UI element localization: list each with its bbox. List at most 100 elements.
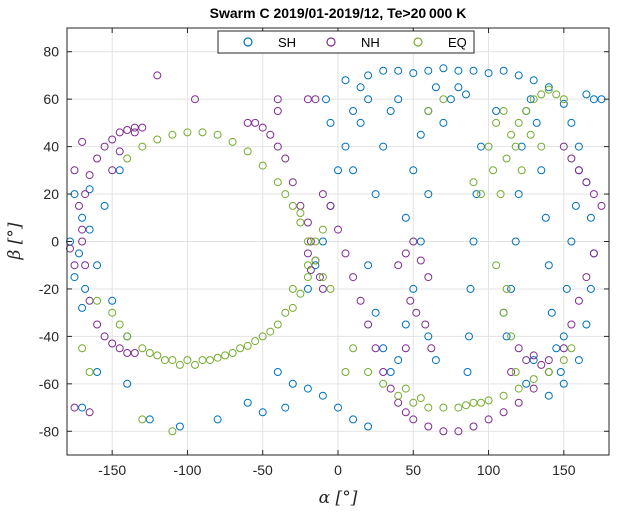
data-point-sh [322,95,330,104]
data-point-eq [454,403,463,412]
data-point-nh [356,296,365,305]
data-point-nh [78,225,87,234]
data-point-sh [562,284,571,293]
data-point-nh [529,384,538,393]
data-point-sh [454,66,463,75]
data-point-eq [206,356,214,365]
data-point-sh [100,201,109,210]
data-point-nh [81,190,90,199]
data-point-sh [507,284,516,293]
data-point-sh [78,303,87,312]
data-point-nh [424,273,433,282]
data-point-sh [544,83,553,92]
data-point-eq [123,332,132,341]
data-point-nh [421,320,430,329]
data-point-eq [409,398,418,407]
data-point-sh [78,213,87,222]
data-point-sh [574,142,583,151]
data-point-sh [469,237,478,246]
data-point-sh [537,166,546,175]
data-point-eq [138,142,147,151]
data-point-eq [511,368,520,376]
data-point-nh [406,296,415,305]
data-point-sh [431,356,440,365]
data-point-eq [529,375,538,384]
data-point-sh [454,83,463,92]
x-tick-label: 150 [552,462,576,478]
data-point-sh [582,320,591,329]
data-point-nh [514,398,523,407]
data-point-sh [465,332,473,341]
data-point-nh [386,384,395,393]
data-point-sh [349,107,358,115]
data-point-eq [477,190,485,199]
y-tick-label: 80 [43,44,59,60]
data-point-nh [108,135,117,144]
x-tick-labels: -150 -100 -50 0 50 100 150 [98,462,576,478]
data-point-sh [303,284,312,293]
y-tick-label: 20 [43,186,59,202]
data-point-nh [574,296,583,305]
data-point-sh [522,379,531,388]
data-point-nh [401,408,410,417]
data-point-nh [439,427,448,436]
data-point-eq [499,391,508,400]
data-point-eq [288,284,297,293]
data-point-sh [386,107,395,115]
data-point-sh [582,90,591,99]
data-point-nh [75,201,83,210]
legend-label-eq: EQ [448,35,467,50]
y-tick-label: -80 [39,423,59,439]
data-point-eq [138,344,147,353]
data-point-sh [379,344,388,353]
data-point-sh [175,422,184,431]
data-point-nh [427,344,436,353]
data-point-nh [416,256,425,265]
data-point-eq [364,368,373,376]
data-point-sh [401,320,410,329]
x-tick-label: -100 [173,462,201,478]
data-point-eq [514,118,523,127]
data-point-eq [213,353,222,362]
data-point-sh [409,284,418,293]
data-point-eq [492,261,501,270]
data-point-eq [228,137,237,146]
data-point-sh [349,415,358,424]
data-point-sh [439,118,448,127]
data-point-nh [582,273,591,282]
data-point-sh [514,190,523,199]
data-point-eq [115,320,124,329]
data-point-nh [130,128,139,137]
data-point-eq [251,337,260,346]
data-point-eq [526,130,535,139]
data-point-eq [273,320,282,329]
data-point-eq [567,344,576,353]
data-point-sh [502,332,511,341]
data-point-eq [213,130,222,139]
data-point-sh [499,66,508,75]
data-point-sh [567,118,576,127]
data-point-sh [364,95,373,104]
data-point-nh [574,166,583,175]
data-point-nh [349,273,358,282]
data-point-nh [303,249,312,258]
x-tick-label: 50 [405,462,421,478]
data-point-eq [424,107,433,115]
data-point-sh [379,142,388,151]
grid-lines [67,28,609,455]
data-point-eq [514,384,523,393]
data-point-sh [326,118,335,127]
data-point-nh [281,154,290,163]
data-point-eq [559,356,568,365]
data-point-nh [78,237,87,246]
x-tick-label: -150 [98,462,126,478]
data-point-nh [582,178,591,187]
data-point-sh [318,391,327,400]
data-point-sh [559,332,568,341]
y-tick-label: -40 [39,328,59,344]
data-point-eq [311,256,320,265]
data-point-sh [394,66,403,75]
data-point-eq [183,356,192,365]
data-point-nh [469,422,478,431]
